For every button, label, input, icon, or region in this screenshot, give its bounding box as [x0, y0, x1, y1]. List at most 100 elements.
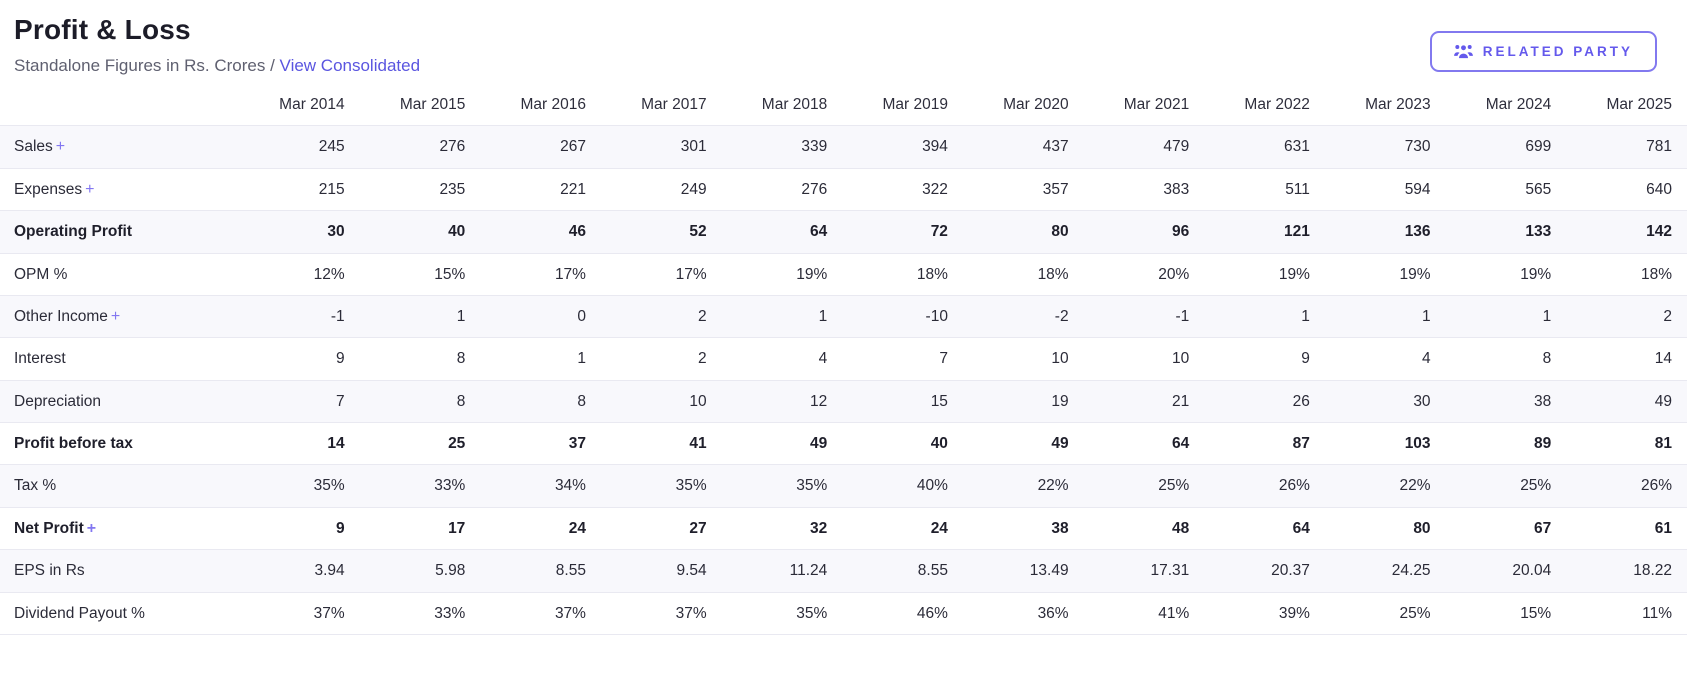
cell-value: 394 — [842, 125, 963, 169]
cell-value: 8.55 — [480, 549, 601, 593]
row-label-text: Profit before tax — [14, 435, 133, 452]
row-label-text: EPS in Rs — [14, 562, 85, 580]
cell-value: 383 — [1083, 168, 1205, 212]
section-header: Profit & Loss Standalone Figures in Rs. … — [0, 0, 1687, 76]
column-header: Mar 2020 — [962, 84, 1084, 127]
row-label-text: OPM % — [14, 265, 68, 283]
cell-value: 133 — [1445, 210, 1567, 254]
view-consolidated-link[interactable]: View Consolidated — [279, 56, 421, 75]
cell-value: 61 — [1566, 507, 1687, 551]
cell-value: 40 — [359, 210, 481, 254]
row-label-text: Depreciation — [14, 392, 102, 410]
related-party-button[interactable]: RELATED PARTY — [1429, 31, 1657, 72]
table-row: Profit before tax 14 25 37 41 49 40 49 64 87 103 89… — [0, 422, 1687, 466]
cell-value: 9 — [1204, 337, 1325, 381]
column-header: Mar 2021 — [1083, 84, 1205, 127]
column-header: Mar 2015 — [359, 84, 481, 127]
expand-row-button[interactable]: + — [108, 308, 120, 325]
cell-value: 18% — [1566, 253, 1687, 296]
cell-value: 276 — [359, 125, 481, 169]
cell-value: 215 — [239, 168, 360, 212]
profit-loss-table: Mar 2014 Mar 2015 Mar 2016 Mar 2017 Mar 2018… — [0, 84, 1687, 635]
column-header: Mar 2023 — [1324, 84, 1446, 127]
column-header: Mar 2014 — [239, 84, 360, 127]
row-label: Expenses + — [0, 168, 239, 212]
cell-value: 136 — [1324, 210, 1446, 254]
cell-value: 46 — [480, 210, 601, 254]
row-label-text: Sales — [14, 138, 53, 156]
cell-value: 245 — [239, 125, 360, 169]
cell-value: 20.04 — [1445, 549, 1567, 593]
cell-value: 41% — [1083, 592, 1205, 635]
cell-value: 339 — [721, 125, 843, 169]
cell-value: 565 — [1445, 168, 1567, 212]
cell-value: 9.54 — [600, 549, 722, 593]
expand-row-button[interactable]: + — [53, 139, 65, 155]
cell-value: 2 — [600, 295, 722, 339]
table-body: Sales +245 276 267 301 339 394 437 479 631 730 699 7… — [0, 125, 1687, 635]
cell-value: -10 — [842, 295, 963, 339]
users-icon — [1453, 44, 1473, 59]
cell-value: 7 — [239, 380, 360, 424]
table-row: EPS in Rs 3.94 5.98 8.55 9.54 11.24 8.55 13.49 1… — [0, 549, 1687, 593]
row-label-text: Net Profit — [14, 519, 84, 537]
table-row: Dividend Payout % 37% 33% 37% 37% 35% 46% 36% 41… — [0, 592, 1687, 635]
cell-value: -2 — [962, 295, 1084, 339]
cell-value: 33% — [359, 592, 481, 635]
cell-value: 37% — [239, 592, 360, 635]
row-label: Profit before tax — [0, 422, 239, 466]
row-label: EPS in Rs — [0, 549, 239, 593]
cell-value: 22% — [962, 464, 1084, 508]
row-label: Dividend Payout % — [0, 592, 239, 635]
table-row: Operating Profit 30 40 46 52 64 72 80 96 121 136 13… — [0, 210, 1687, 254]
expand-row-button[interactable]: + — [84, 520, 96, 537]
cell-value: 25 — [359, 422, 481, 466]
cell-value: 30 — [1324, 380, 1446, 424]
cell-value: 4 — [721, 337, 843, 381]
cell-value: 12 — [721, 380, 843, 424]
cell-value: 18% — [962, 253, 1084, 296]
cell-value: 64 — [1083, 422, 1205, 466]
cell-value: 2 — [600, 337, 722, 381]
cell-value: 24.25 — [1324, 549, 1446, 593]
cell-value: 25% — [1445, 464, 1567, 508]
cell-value: 781 — [1566, 125, 1687, 169]
table-row: Depreciation 7 8 8 10 12 15 19 21 26 30 38 49 — [0, 380, 1687, 424]
column-header: Mar 2018 — [721, 84, 843, 127]
cell-value: 3.94 — [239, 549, 360, 593]
cell-value: 1 — [721, 295, 843, 339]
row-label-text: Expenses — [14, 180, 83, 198]
cell-value: 20.37 — [1204, 549, 1325, 593]
cell-value: 96 — [1083, 210, 1205, 254]
column-header: Mar 2025 — [1566, 84, 1687, 127]
expand-row-button[interactable]: + — [82, 181, 94, 198]
cell-value: 17.31 — [1083, 549, 1205, 593]
cell-value: 8 — [1445, 337, 1567, 381]
cell-value: 479 — [1083, 125, 1205, 169]
cell-value: 30 — [239, 210, 360, 254]
cell-value: 1 — [1324, 295, 1446, 339]
cell-value: 235 — [359, 168, 481, 212]
cell-value: 89 — [1445, 422, 1567, 466]
cell-value: 640 — [1566, 168, 1687, 212]
cell-value: 15 — [842, 380, 963, 424]
cell-value: 437 — [962, 125, 1084, 169]
cell-value: 1 — [359, 295, 481, 339]
row-label: Depreciation — [0, 380, 239, 424]
cell-value: 267 — [480, 125, 601, 169]
cell-value: 301 — [600, 125, 722, 169]
row-label: Other Income + — [0, 295, 239, 339]
table-row: OPM % 12% 15% 17% 17% 19% 18% 18% 20% 19% 19% 19% 18… — [0, 253, 1687, 296]
cell-value: 10 — [962, 337, 1084, 381]
cell-value: 19 — [962, 380, 1084, 424]
row-label-text: Dividend Payout % — [14, 604, 145, 622]
cell-value: 18.22 — [1566, 549, 1687, 593]
cell-value: 15% — [1445, 592, 1567, 635]
cell-value: 26% — [1566, 464, 1687, 508]
row-label: OPM % — [0, 253, 239, 296]
cell-value: 12% — [239, 253, 360, 296]
column-header: Mar 2024 — [1445, 84, 1567, 127]
cell-value: 35% — [239, 464, 360, 508]
section-header-left: Profit & Loss Standalone Figures in Rs. … — [14, 14, 420, 76]
table-header-row: Mar 2014 Mar 2015 Mar 2016 Mar 2017 Mar 2018… — [0, 84, 1687, 127]
